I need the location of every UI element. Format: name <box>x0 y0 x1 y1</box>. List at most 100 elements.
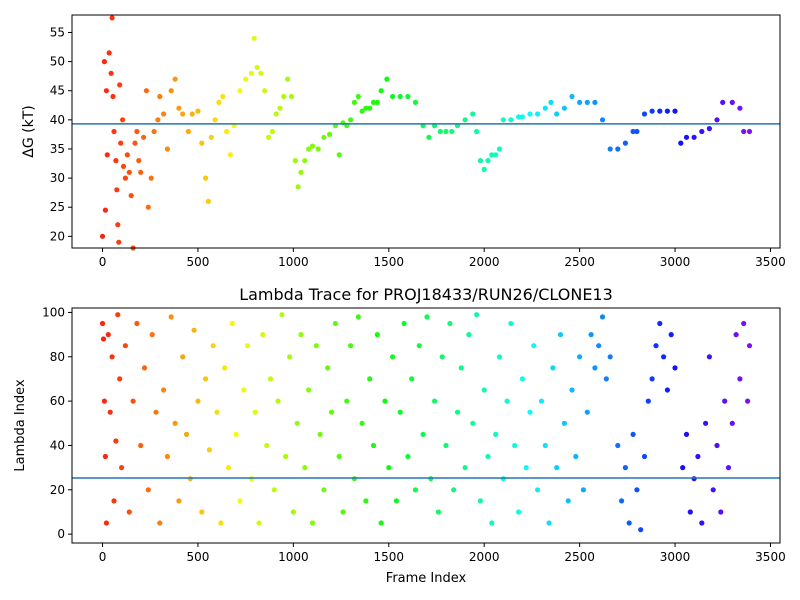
data-point <box>405 93 411 100</box>
data-point <box>237 88 243 94</box>
data-point <box>225 465 232 471</box>
data-point <box>439 354 445 360</box>
data-point <box>199 140 205 146</box>
data-point <box>203 376 209 382</box>
data-point <box>168 314 174 320</box>
data-point <box>683 134 690 140</box>
data-point <box>262 88 268 94</box>
data-point <box>126 509 132 515</box>
data-point <box>649 376 655 382</box>
data-point <box>220 93 226 100</box>
data-point <box>327 131 333 137</box>
data-point <box>153 409 159 415</box>
data-point <box>638 527 644 533</box>
data-point <box>273 111 279 117</box>
data-point <box>111 498 117 504</box>
data-point <box>634 128 640 135</box>
data-point <box>340 509 346 515</box>
data-point <box>149 332 155 338</box>
data-point <box>359 420 365 426</box>
data-point <box>477 158 483 164</box>
data-point <box>315 146 321 152</box>
data-point <box>703 420 709 426</box>
data-point <box>542 442 548 449</box>
data-point <box>523 465 529 471</box>
data-point <box>680 465 686 471</box>
data-point <box>710 487 716 493</box>
y-tick-label: 50 <box>50 55 65 69</box>
axes-frame-top <box>71 14 781 249</box>
data-point <box>645 398 651 404</box>
data-point <box>180 111 186 117</box>
data-point <box>390 93 396 100</box>
y-tick-label: 20 <box>50 229 65 243</box>
data-point <box>275 398 281 404</box>
data-point <box>336 152 342 158</box>
data-point <box>113 438 119 444</box>
data-point <box>661 354 667 360</box>
data-point <box>256 520 262 526</box>
data-point <box>344 398 350 404</box>
data-point <box>706 126 713 132</box>
data-point <box>687 509 693 515</box>
data-point <box>500 117 506 123</box>
data-point <box>527 111 533 117</box>
data-point <box>336 453 342 460</box>
data-point <box>155 117 161 123</box>
data-point <box>157 93 163 100</box>
data-point <box>309 520 316 526</box>
data-point <box>105 332 111 338</box>
x-tick-label: 2500 <box>564 255 595 269</box>
data-point <box>641 111 648 117</box>
data-point <box>118 140 124 146</box>
data-point <box>409 376 415 382</box>
data-point <box>485 453 491 460</box>
y-tick-label: 20 <box>50 483 65 497</box>
data-point <box>245 343 251 349</box>
data-point <box>134 320 140 327</box>
data-point <box>109 354 115 360</box>
data-point <box>109 15 115 21</box>
data-point <box>185 128 191 135</box>
data-point <box>447 320 453 327</box>
data-point <box>359 108 365 114</box>
data-point <box>145 487 151 493</box>
data-point <box>351 99 357 105</box>
data-point <box>378 520 384 526</box>
data-point <box>554 111 560 117</box>
data-point <box>101 398 107 404</box>
data-point <box>729 420 735 426</box>
data-point <box>470 420 476 426</box>
data-point <box>277 105 283 111</box>
data-point <box>622 465 629 471</box>
data-point <box>435 509 441 515</box>
data-point <box>504 398 510 404</box>
data-point <box>224 128 230 135</box>
data-point <box>384 76 390 82</box>
data-point <box>401 320 407 327</box>
data-point <box>120 163 127 169</box>
data-point <box>443 128 449 135</box>
data-point <box>271 487 277 493</box>
data-point <box>557 332 564 338</box>
data-point <box>206 447 212 453</box>
y-tick-label: 0 <box>57 527 65 541</box>
data-point <box>412 487 419 493</box>
data-point <box>720 99 726 105</box>
data-point <box>325 365 331 371</box>
data-point <box>462 465 468 471</box>
data-point <box>426 134 432 140</box>
data-point <box>474 312 480 318</box>
data-point <box>370 442 377 449</box>
axes-frame-bottom <box>71 307 781 544</box>
data-point <box>172 420 178 426</box>
data-point <box>298 332 304 338</box>
data-point <box>374 332 380 338</box>
data-point <box>737 376 743 382</box>
data-point <box>136 158 142 164</box>
data-point <box>565 498 571 504</box>
data-point <box>424 314 430 320</box>
x-tick-label: 3000 <box>660 255 691 269</box>
data-point <box>113 158 119 164</box>
data-point <box>195 108 201 114</box>
